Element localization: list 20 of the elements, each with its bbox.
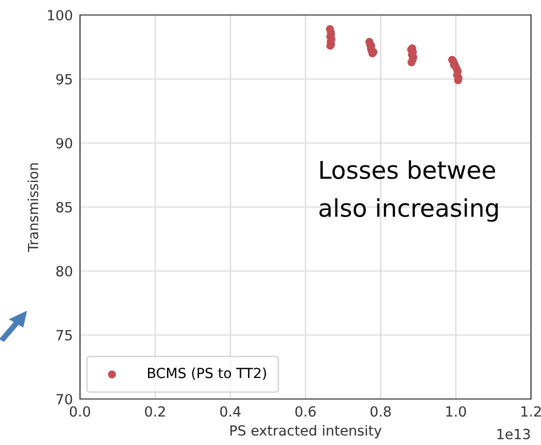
legend-label: BCMS (PS to TT2) xyxy=(148,368,266,380)
x-tick-label: 0.4 xyxy=(220,406,241,417)
x-tick-label: 0.0 xyxy=(70,406,90,417)
x-tick-label: 0.2 xyxy=(145,406,165,417)
y-tick-label: 100 xyxy=(48,10,72,20)
y-tick-label: 70 xyxy=(56,394,72,404)
y-tick-label: 75 xyxy=(56,330,72,340)
x-tick-label: 0.6 xyxy=(295,406,316,417)
x-axis-title: PS extracted intensity xyxy=(230,424,382,438)
text: 1e13 xyxy=(497,428,530,440)
x-tick-label: 1.2 xyxy=(521,406,541,416)
annotation: Losses betwee xyxy=(320,160,496,180)
y-tick-label: 85 xyxy=(56,202,72,212)
annotation: also increasing xyxy=(319,198,498,222)
y-tick-label: 90 xyxy=(56,138,72,148)
y-tick-label: 80 xyxy=(56,266,72,276)
y-tick-label: 95 xyxy=(56,74,72,84)
y-axis-title: Transmission xyxy=(28,163,38,252)
x-tick-label: 0.8 xyxy=(370,406,391,417)
x-tick-label: 1.0 xyxy=(446,406,466,417)
